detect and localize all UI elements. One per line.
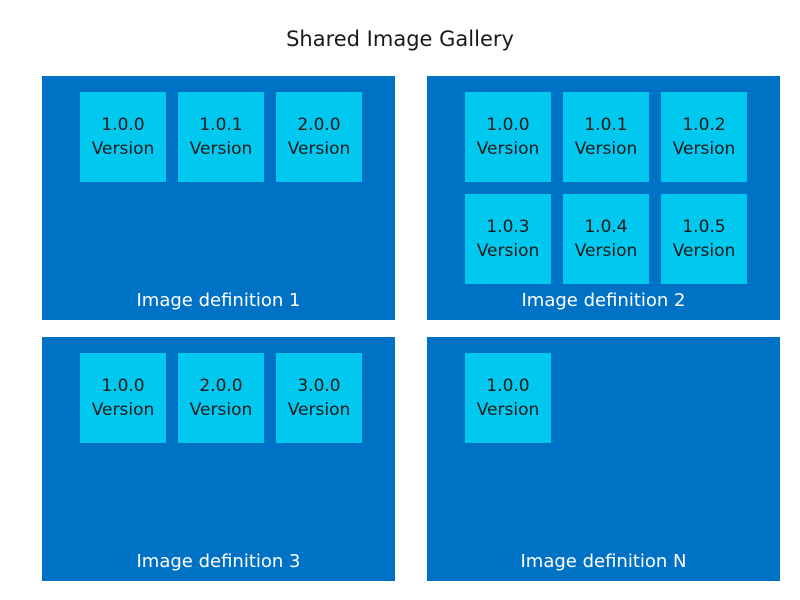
version-grid: 1.0.0 Version 1.0.1 Version 1.0.2 Versio… xyxy=(465,92,747,284)
version-box: 1.0.5 Version xyxy=(661,194,747,284)
version-label: Version xyxy=(189,139,253,159)
version-number: 3.0.0 xyxy=(297,376,341,396)
version-number: 1.0.1 xyxy=(584,115,628,135)
version-box: 1.0.1 Version xyxy=(178,92,264,182)
version-label: Version xyxy=(574,241,638,261)
version-label: Version xyxy=(91,400,155,420)
version-number: 2.0.0 xyxy=(297,115,341,135)
version-label: Version xyxy=(672,139,736,159)
version-grid: 1.0.0 Version xyxy=(465,353,747,443)
version-label: Version xyxy=(574,139,638,159)
version-label: Version xyxy=(476,139,540,159)
version-number: 1.0.3 xyxy=(486,217,530,237)
image-definition-2: 1.0.0 Version 1.0.1 Version 1.0.2 Versio… xyxy=(427,76,780,320)
version-number: 1.0.0 xyxy=(101,115,145,135)
image-definition-1: 1.0.0 Version 1.0.1 Version 2.0.0 Versio… xyxy=(42,76,395,320)
version-box: 1.0.4 Version xyxy=(563,194,649,284)
version-box: 1.0.0 Version xyxy=(80,353,166,443)
version-box: 1.0.0 Version xyxy=(465,353,551,443)
version-number: 1.0.0 xyxy=(101,376,145,396)
version-number: 1.0.0 xyxy=(486,376,530,396)
image-definition-label: Image definition 1 xyxy=(136,290,301,311)
image-definition-3: 1.0.0 Version 2.0.0 Version 3.0.0 Versio… xyxy=(42,337,395,581)
version-number: 2.0.0 xyxy=(199,376,243,396)
version-box: 2.0.0 Version xyxy=(276,92,362,182)
version-label: Version xyxy=(91,139,155,159)
version-box: 1.0.1 Version xyxy=(563,92,649,182)
version-grid: 1.0.0 Version 1.0.1 Version 2.0.0 Versio… xyxy=(80,92,362,182)
version-label: Version xyxy=(189,400,253,420)
diagram-title: Shared Image Gallery xyxy=(286,27,514,51)
version-number: 1.0.4 xyxy=(584,217,628,237)
version-number: 1.0.2 xyxy=(682,115,726,135)
version-label: Version xyxy=(287,139,351,159)
version-box: 2.0.0 Version xyxy=(178,353,264,443)
version-number: 1.0.1 xyxy=(199,115,243,135)
image-definition-label: Image definition 2 xyxy=(521,290,686,311)
version-number: 1.0.5 xyxy=(682,217,726,237)
image-definition-label: Image definition N xyxy=(520,551,687,572)
version-box: 1.0.2 Version xyxy=(661,92,747,182)
version-box: 1.0.3 Version xyxy=(465,194,551,284)
version-label: Version xyxy=(476,400,540,420)
version-box: 1.0.0 Version xyxy=(465,92,551,182)
image-definition-n: 1.0.0 Version Image definition N xyxy=(427,337,780,581)
version-label: Version xyxy=(287,400,351,420)
version-label: Version xyxy=(672,241,736,261)
version-grid: 1.0.0 Version 2.0.0 Version 3.0.0 Versio… xyxy=(80,353,362,443)
version-box: 1.0.0 Version xyxy=(80,92,166,182)
version-number: 1.0.0 xyxy=(486,115,530,135)
version-label: Version xyxy=(476,241,540,261)
image-definition-label: Image definition 3 xyxy=(136,551,301,572)
version-box: 3.0.0 Version xyxy=(276,353,362,443)
